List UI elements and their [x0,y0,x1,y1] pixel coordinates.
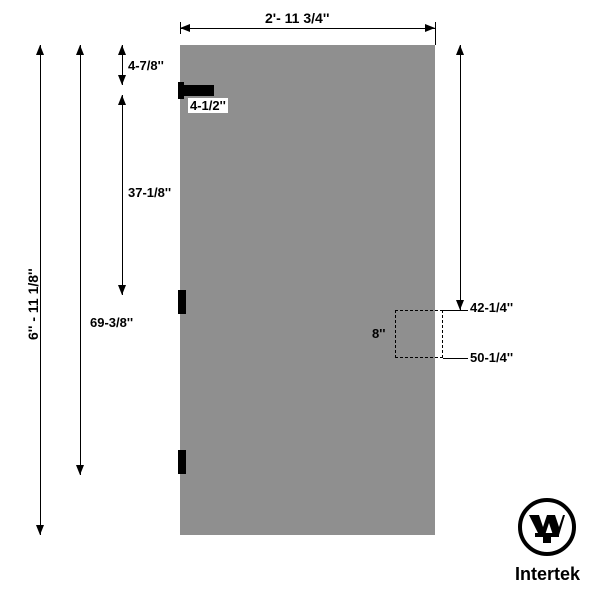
cutout-box [395,310,443,358]
ext-top-right [435,22,436,45]
dim-hinge-offset-arrow-d [118,75,126,85]
dim-bot-spacing-label: 69-3/8'' [90,315,133,330]
dim-top-arrow-r [425,24,435,32]
dim-height-arrow-u [36,45,44,55]
dim-mid-spacing-arrow-d [118,285,126,295]
ext-cutout-bottom [443,358,468,359]
dim-hinge-ref-arrow-u [76,45,84,55]
dim-cutout-top-line [460,45,461,310]
logo-mark-icon [517,497,577,557]
hinge-bottom [178,450,186,474]
dim-cutout-bottom-label: 50-1/4'' [470,350,513,365]
intertek-logo: Intertek [515,497,580,585]
dim-hinge-depth-label: 4-1/2'' [188,98,228,113]
dim-bot-spacing-arrow-d [76,465,84,475]
dim-cutout-top-arrow-d [456,300,464,310]
door-panel [180,45,435,535]
dim-top-arrow-l [180,24,190,32]
logo-brand-text: Intertek [515,564,580,585]
dim-top-label: 2'- 11 3/4'' [265,10,329,26]
dim-mid-spacing-label: 37-1/8'' [128,185,171,200]
dim-height-label: 6'' - 11 1/8'' [25,268,41,340]
dim-hinge-offset-arrow-u [118,45,126,55]
cutout-size-label: 8'' [372,326,385,341]
hinge-mid [178,290,186,314]
hinge-top-side [178,82,184,99]
dim-hinge-ref-line [80,45,81,475]
ext-cutout-top [443,310,468,311]
dim-mid-spacing-arrow-u [118,95,126,105]
dim-height-arrow-d [36,525,44,535]
ext-top-left [180,22,181,34]
dim-cutout-top-arrow-u [456,45,464,55]
dim-hinge-offset-label: 4-7/8'' [128,58,164,73]
dim-top-line [180,28,435,29]
dim-mid-spacing-line [122,95,123,295]
dim-cutout-top-label: 42-1/4'' [470,300,513,315]
